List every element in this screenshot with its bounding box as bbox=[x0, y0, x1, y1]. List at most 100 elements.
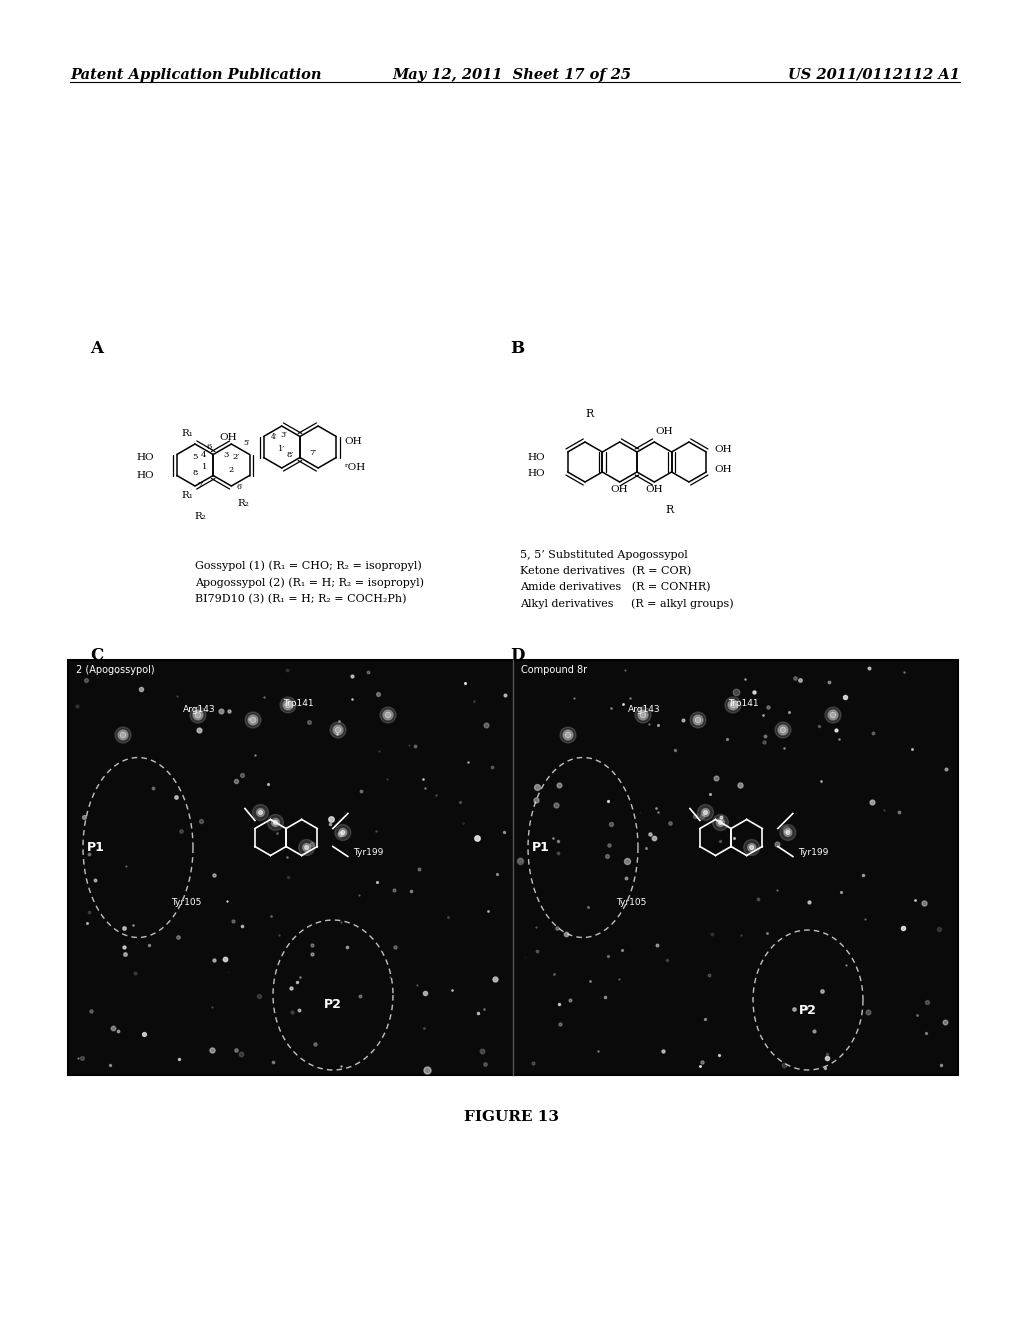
Point bbox=[648, 935, 665, 956]
Circle shape bbox=[299, 840, 314, 855]
Point bbox=[79, 912, 95, 933]
Circle shape bbox=[775, 722, 791, 738]
Point bbox=[333, 1056, 349, 1077]
Point bbox=[552, 1012, 568, 1034]
Text: 3: 3 bbox=[223, 451, 229, 459]
Point bbox=[369, 871, 385, 892]
Circle shape bbox=[778, 725, 788, 735]
Circle shape bbox=[693, 715, 703, 725]
Circle shape bbox=[785, 830, 790, 834]
Point bbox=[486, 969, 503, 990]
Point bbox=[173, 821, 189, 842]
Point bbox=[206, 865, 222, 886]
Circle shape bbox=[717, 818, 725, 826]
Point bbox=[476, 998, 493, 1019]
Point bbox=[213, 701, 229, 722]
Text: OH: OH bbox=[715, 466, 732, 474]
Circle shape bbox=[380, 708, 396, 723]
Circle shape bbox=[250, 717, 256, 723]
Point bbox=[687, 805, 703, 826]
Point bbox=[778, 818, 795, 840]
Point bbox=[74, 1047, 90, 1068]
Point bbox=[719, 729, 735, 750]
Point bbox=[419, 1060, 435, 1081]
Point bbox=[417, 777, 433, 799]
Point bbox=[171, 1048, 187, 1069]
Point bbox=[452, 791, 468, 812]
Point bbox=[590, 1040, 606, 1061]
Text: 4′: 4′ bbox=[270, 433, 278, 441]
Circle shape bbox=[780, 727, 786, 733]
Text: 3′: 3′ bbox=[281, 432, 287, 440]
Text: 8: 8 bbox=[193, 469, 198, 477]
Circle shape bbox=[256, 808, 264, 817]
Circle shape bbox=[725, 697, 741, 713]
Circle shape bbox=[285, 702, 291, 708]
Point bbox=[821, 671, 838, 692]
Point bbox=[549, 917, 565, 939]
Point bbox=[599, 791, 615, 812]
Text: OH: OH bbox=[715, 446, 732, 454]
Circle shape bbox=[267, 814, 284, 830]
Point bbox=[117, 944, 133, 965]
Point bbox=[736, 669, 753, 690]
Point bbox=[279, 846, 295, 867]
Point bbox=[618, 850, 635, 871]
Text: 5′: 5′ bbox=[243, 440, 250, 447]
Circle shape bbox=[120, 733, 126, 738]
Point bbox=[776, 1055, 793, 1076]
Text: OH: OH bbox=[344, 437, 361, 446]
Point bbox=[105, 1018, 122, 1039]
Point bbox=[478, 714, 495, 735]
Text: Tyr105: Tyr105 bbox=[616, 898, 646, 907]
Text: P1: P1 bbox=[532, 841, 550, 854]
Point bbox=[865, 722, 882, 743]
Point bbox=[232, 1044, 249, 1065]
Point bbox=[477, 1053, 494, 1074]
Text: 5: 5 bbox=[193, 453, 198, 461]
Point bbox=[469, 828, 485, 849]
Point bbox=[283, 978, 299, 999]
Text: 2: 2 bbox=[228, 466, 234, 474]
Point bbox=[776, 738, 793, 759]
Point bbox=[859, 1002, 876, 1023]
Point bbox=[566, 688, 583, 709]
Point bbox=[443, 979, 460, 1001]
Point bbox=[322, 813, 338, 834]
Text: 1′: 1′ bbox=[279, 445, 286, 453]
Point bbox=[650, 714, 667, 735]
Text: Compound 8r: Compound 8r bbox=[521, 665, 587, 675]
Point bbox=[359, 661, 376, 682]
Point bbox=[410, 974, 426, 995]
Point bbox=[861, 657, 878, 678]
Point bbox=[351, 884, 368, 906]
Point bbox=[838, 954, 854, 975]
Point bbox=[611, 968, 628, 989]
Point bbox=[371, 741, 387, 762]
Point bbox=[387, 937, 403, 958]
Point bbox=[659, 949, 676, 970]
Point bbox=[894, 917, 910, 939]
Point bbox=[303, 935, 319, 956]
Point bbox=[550, 842, 566, 863]
Point bbox=[769, 833, 785, 854]
Point bbox=[833, 882, 849, 903]
Point bbox=[745, 681, 762, 702]
Circle shape bbox=[750, 846, 754, 850]
Point bbox=[713, 807, 729, 828]
Point bbox=[280, 659, 296, 680]
Text: Trp141: Trp141 bbox=[728, 698, 759, 708]
Point bbox=[416, 1018, 432, 1039]
Point bbox=[662, 812, 678, 833]
Text: Ketone derivatives  (R = COR): Ketone derivatives (R = COR) bbox=[520, 566, 691, 577]
Text: 2 (Apogossypol): 2 (Apogossypol) bbox=[76, 665, 155, 675]
Point bbox=[562, 989, 579, 1010]
Point bbox=[816, 1057, 833, 1078]
Point bbox=[615, 693, 632, 714]
Text: R₂: R₂ bbox=[195, 512, 206, 521]
Circle shape bbox=[825, 708, 841, 723]
Point bbox=[517, 946, 534, 968]
Point bbox=[558, 924, 574, 945]
Text: 5, 5’ Substituted Apogossypol: 5, 5’ Substituted Apogossypol bbox=[520, 550, 688, 560]
Circle shape bbox=[730, 702, 736, 708]
